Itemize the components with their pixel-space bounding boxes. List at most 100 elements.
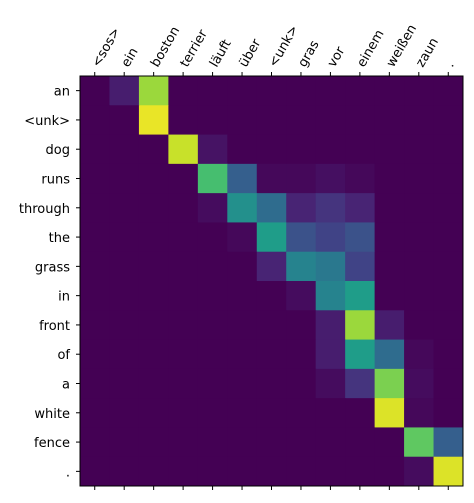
cell [256, 76, 287, 106]
cell [109, 281, 140, 311]
cell [138, 222, 169, 253]
cell [256, 310, 287, 341]
cell [256, 281, 287, 311]
cell [256, 105, 287, 136]
cell [80, 456, 110, 487]
cell [433, 222, 464, 253]
cell [404, 222, 435, 253]
cell [404, 163, 435, 194]
cell [138, 251, 169, 282]
cell [374, 427, 405, 458]
cell [286, 310, 317, 341]
cell [433, 251, 464, 282]
cell [80, 281, 110, 311]
cell [80, 398, 110, 428]
cell [168, 398, 199, 428]
cell [138, 105, 169, 136]
cell [256, 456, 287, 487]
cell [345, 427, 376, 458]
cell [404, 368, 435, 399]
cell [315, 368, 346, 399]
cell [315, 134, 346, 165]
cell [138, 398, 169, 428]
cell [404, 456, 435, 487]
cell [374, 368, 405, 399]
cell [374, 456, 405, 487]
cell [286, 427, 317, 458]
cell [227, 281, 258, 311]
cell [138, 193, 169, 223]
cell [433, 310, 464, 341]
cell [80, 310, 110, 341]
cell [433, 456, 464, 487]
cell [168, 76, 199, 106]
cell [286, 339, 317, 370]
cell [404, 76, 435, 106]
cell [433, 339, 464, 370]
y-tick-label: of [57, 348, 70, 363]
cell [433, 105, 464, 136]
cell [286, 163, 317, 194]
cell [256, 251, 287, 282]
cell [404, 339, 435, 370]
cell [256, 339, 287, 370]
cell [345, 310, 376, 341]
cell [168, 368, 199, 399]
cell [80, 222, 110, 253]
cell [227, 193, 258, 223]
cell [433, 193, 464, 223]
cell [345, 281, 376, 311]
cell [404, 310, 435, 341]
cell [138, 339, 169, 370]
cell [80, 251, 110, 282]
cell [374, 134, 405, 165]
cell [197, 281, 228, 311]
cell [404, 105, 435, 136]
x-tick-label: läuft [207, 37, 235, 70]
x-tick-label: einem [354, 27, 387, 70]
cell [168, 251, 199, 282]
cell [345, 398, 376, 428]
cell [227, 398, 258, 428]
cell [256, 163, 287, 194]
y-tick-label: in [58, 290, 70, 305]
cell [197, 456, 228, 487]
cell [315, 105, 346, 136]
cell [256, 398, 287, 428]
cell [109, 368, 140, 399]
cell [433, 281, 464, 311]
cell [168, 427, 199, 458]
y-tick-label: grass [35, 260, 70, 275]
cell [404, 251, 435, 282]
cell [168, 310, 199, 341]
cell [197, 310, 228, 341]
cell [374, 105, 405, 136]
cell [286, 456, 317, 487]
cell [315, 251, 346, 282]
cell [227, 163, 258, 194]
cell [345, 163, 376, 194]
cell [345, 193, 376, 223]
cell [138, 134, 169, 165]
y-tick-label: fence [34, 436, 70, 451]
cell [286, 76, 317, 106]
cell [80, 368, 110, 399]
cell [197, 134, 228, 165]
cell [433, 76, 464, 106]
y-tick-label: a [62, 378, 70, 393]
cell [197, 251, 228, 282]
cell [227, 339, 258, 370]
cell [286, 193, 317, 223]
cell [374, 76, 405, 106]
x-tick-label: über [237, 36, 265, 70]
cell [256, 193, 287, 223]
x-tick-label: ein [119, 45, 142, 70]
cell [433, 163, 464, 194]
cell [315, 76, 346, 106]
cell [286, 105, 317, 136]
cell [80, 163, 110, 194]
cell [80, 193, 110, 223]
cell [197, 339, 228, 370]
cell [345, 456, 376, 487]
cell [256, 222, 287, 253]
